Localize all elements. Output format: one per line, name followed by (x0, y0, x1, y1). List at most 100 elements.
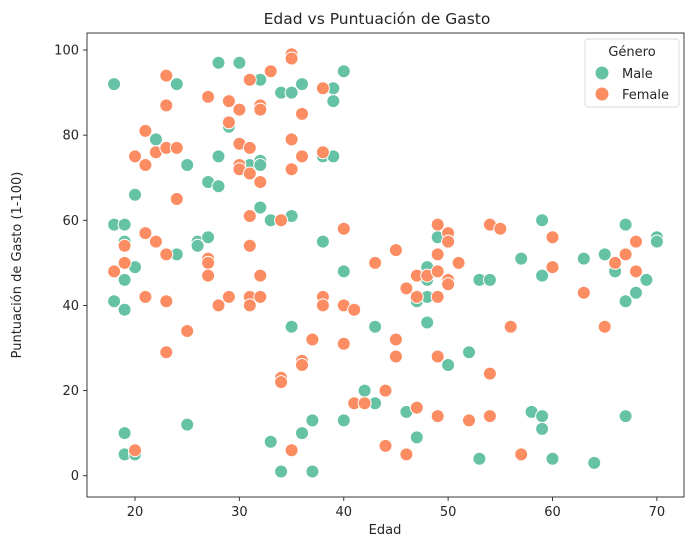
point-male (514, 251, 529, 266)
point-female (315, 81, 330, 96)
point-male (462, 345, 476, 360)
point-male (117, 426, 132, 441)
point-male (284, 85, 299, 100)
point-male (263, 434, 278, 449)
point-male (274, 464, 289, 479)
point-female (482, 366, 497, 381)
point-male (357, 383, 372, 398)
point-female (159, 98, 174, 113)
point-male (107, 77, 122, 92)
point-male (253, 158, 268, 172)
point-female (295, 106, 309, 121)
point-male (639, 272, 654, 287)
point-female (159, 68, 174, 83)
point-male (190, 238, 205, 253)
point-female (368, 255, 383, 270)
point-male (295, 77, 309, 92)
point-female (201, 89, 216, 104)
point-male (368, 319, 383, 334)
point-female (263, 64, 278, 79)
point-female (148, 234, 163, 249)
plot-area-frame (86, 32, 685, 498)
point-male (597, 247, 612, 262)
point-female (388, 332, 403, 347)
point-female (117, 255, 132, 270)
point-female (482, 409, 497, 424)
point-female (107, 264, 122, 279)
point-female (274, 375, 289, 390)
x-tick-label: 50 (440, 505, 457, 520)
point-female (242, 298, 257, 313)
legend-marker-male (594, 65, 610, 81)
point-male (315, 234, 330, 249)
point-female (253, 102, 268, 117)
point-male (587, 455, 602, 470)
point-male (305, 413, 320, 428)
point-male (211, 149, 226, 164)
point-female (399, 281, 414, 296)
point-female (221, 94, 236, 109)
point-female (117, 238, 132, 253)
point-female (315, 298, 330, 313)
point-female (336, 221, 351, 236)
point-female (347, 302, 362, 317)
point-female (378, 438, 393, 453)
legend-title: Género (608, 45, 655, 60)
point-female (138, 123, 153, 138)
point-female (545, 260, 560, 275)
y-axis-label: Puntuación de Gasto (1-100) (10, 172, 25, 359)
point-female (462, 413, 476, 428)
point-female (430, 247, 445, 262)
point-female (388, 243, 403, 258)
point-female (138, 226, 153, 241)
y-tick-label: 20 (62, 384, 79, 399)
point-female (242, 238, 257, 253)
point-male (295, 426, 309, 441)
point-male (117, 302, 132, 317)
point-female (336, 336, 351, 351)
point-female (242, 209, 257, 223)
chart-title: Edad vs Puntuación de Gasto (264, 10, 491, 28)
point-female (430, 217, 445, 232)
point-female (430, 349, 445, 364)
point-male (148, 132, 163, 147)
point-male (535, 421, 550, 436)
point-female (159, 247, 174, 262)
point-female (242, 140, 257, 155)
point-female (629, 234, 643, 249)
y-tick-label: 0 (71, 469, 79, 484)
point-female (451, 255, 466, 270)
x-tick-label: 30 (231, 505, 248, 520)
point-female (441, 234, 456, 249)
x-tick-label: 60 (544, 505, 561, 520)
point-female (409, 400, 424, 415)
point-female (128, 443, 142, 458)
point-male (482, 272, 497, 287)
point-female (253, 175, 268, 189)
point-female (169, 140, 184, 155)
point-female (430, 264, 445, 279)
point-male (618, 217, 633, 232)
point-female (618, 247, 633, 262)
point-male (128, 187, 142, 202)
point-male (117, 217, 132, 232)
legend-box (584, 38, 680, 108)
x-tick-label: 20 (127, 505, 144, 520)
point-female (253, 268, 268, 283)
x-axis: 20 30 40 50 60 70 (127, 497, 665, 520)
y-tick-label: 100 (54, 44, 79, 59)
point-female (253, 289, 268, 304)
point-male (409, 430, 424, 445)
point-male (535, 409, 550, 424)
point-female (295, 358, 309, 372)
point-female (430, 289, 445, 304)
point-male (441, 358, 456, 372)
y-tick-label: 60 (62, 214, 79, 229)
point-male (117, 272, 132, 287)
point-female (315, 145, 330, 160)
point-female (180, 324, 195, 338)
point-female (493, 221, 508, 236)
point-female (357, 396, 372, 411)
point-female (284, 51, 299, 66)
